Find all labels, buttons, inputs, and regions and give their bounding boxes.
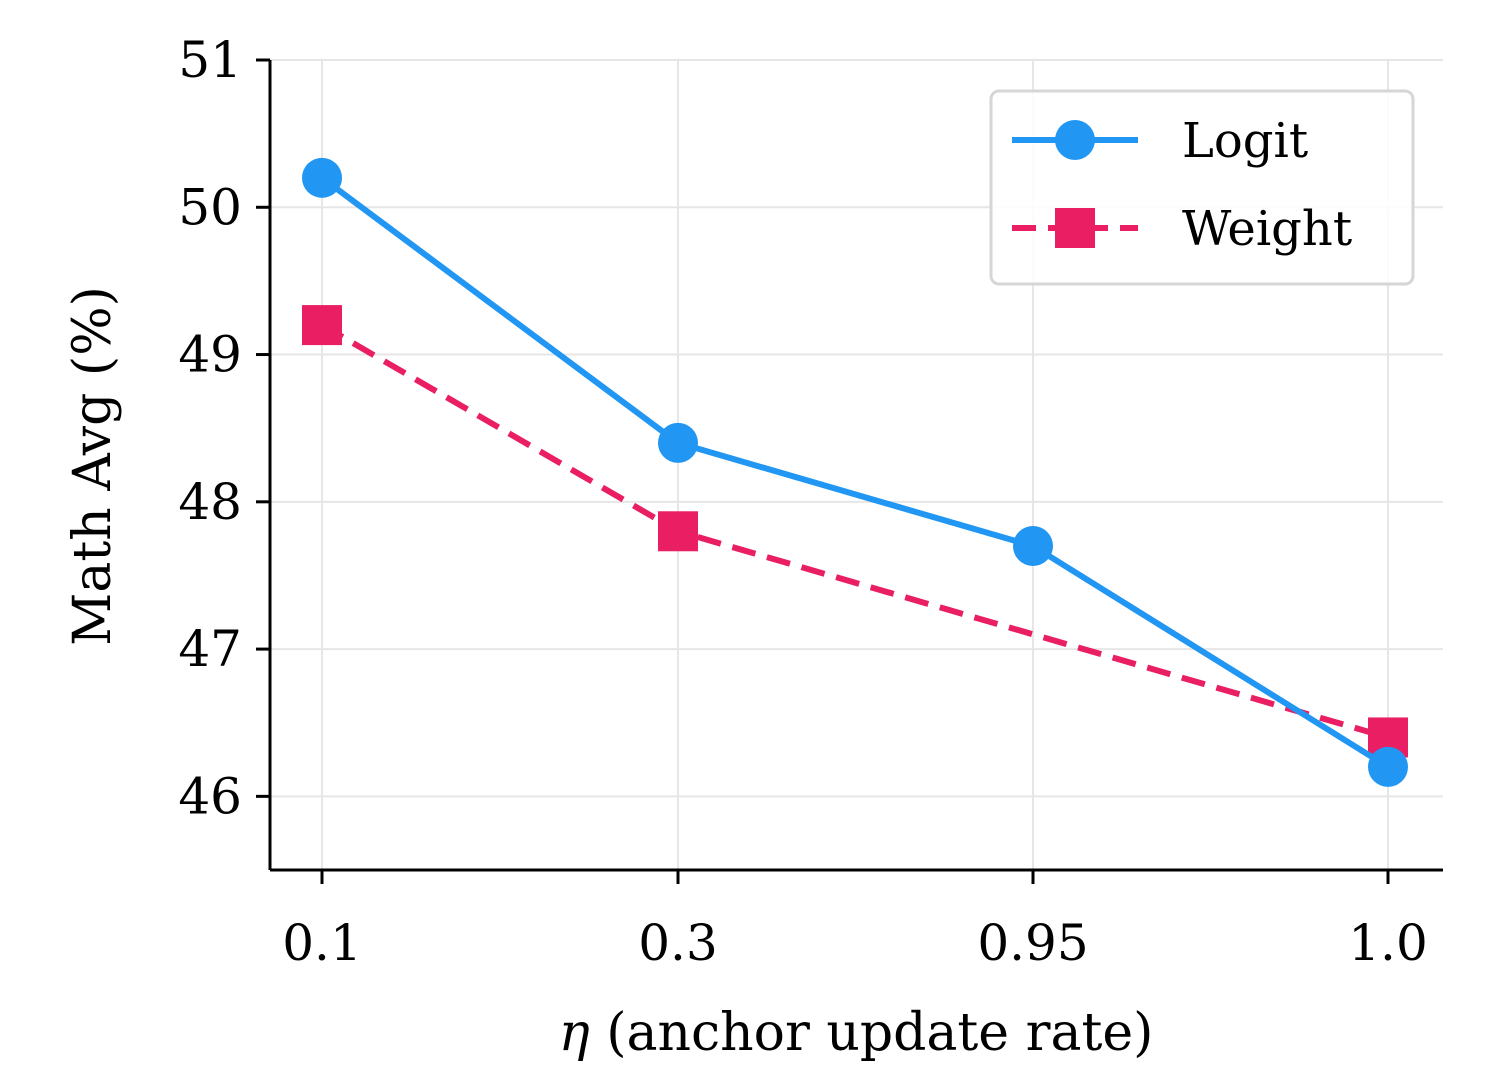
series-logit: [302, 157, 1408, 787]
x-tick-label: 1.0: [1348, 914, 1428, 972]
data-point-logit: [658, 422, 698, 463]
y-tick-label: 46: [178, 767, 242, 825]
axes: [268, 60, 1443, 872]
series-line-logit: [320, 175, 1390, 770]
data-point-weight: [302, 305, 342, 346]
series-line-weight: [320, 322, 1389, 741]
x-tick-label: 0.3: [638, 914, 718, 972]
y-tick-label: 50: [178, 178, 242, 236]
legend-label-weight: Weight: [1182, 201, 1352, 257]
data-point-logit: [1368, 746, 1408, 787]
x-tick-label: 0.1: [282, 914, 362, 972]
legend-marker-weight: [1055, 208, 1095, 248]
x-tick-label: 0.95: [977, 914, 1088, 972]
data-point-weight: [658, 511, 698, 552]
y-tick-label: 47: [178, 620, 242, 678]
plot-series: [302, 157, 1408, 787]
y-axis-label: Math Avg (%): [63, 286, 123, 646]
y-tick-label: 49: [178, 326, 242, 384]
y-tick-label: 48: [178, 473, 242, 531]
data-point-logit: [302, 157, 342, 198]
legend-label-logit: Logit: [1182, 113, 1308, 169]
ticks: 46 47 48 49 50 51 0.1 0.3 0.95 1.0: [178, 31, 1427, 972]
data-point-logit: [1013, 526, 1053, 566]
x-axis-label: η (anchor update rate): [559, 1003, 1154, 1063]
legend: Logit Weight: [989, 89, 1415, 286]
series-weight: [302, 305, 1408, 758]
y-tick-label: 51: [178, 31, 242, 89]
legend-marker-logit: [1055, 120, 1095, 160]
